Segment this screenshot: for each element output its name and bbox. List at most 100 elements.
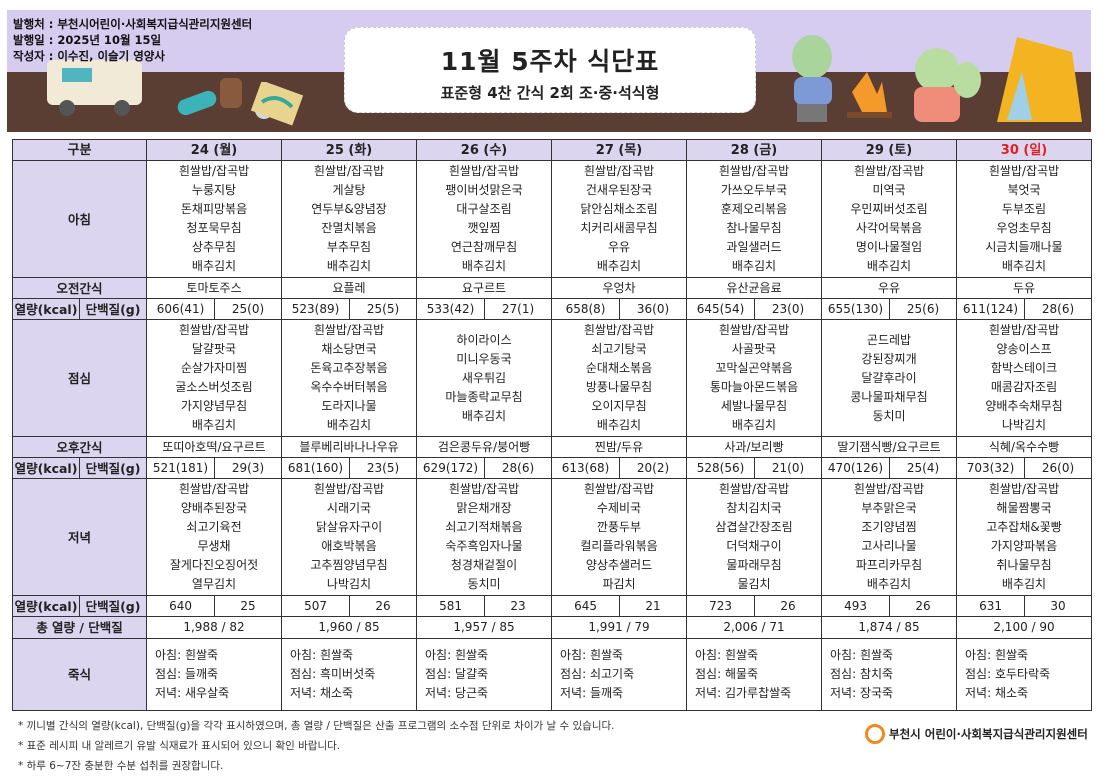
kcal-value: 533(42) (416, 298, 486, 320)
lunch-menu: 흰쌀밥/잡곡밥 사골팟국 꼬막실곤약볶음 통마늘아몬드볶음 세발나물무침 배추김치 (686, 319, 823, 437)
kcal-value: 658(8) (551, 298, 621, 320)
pm-snack-item: 사과/보리빵 (686, 436, 823, 458)
kcal-label: 열량(kcal) (12, 595, 80, 617)
page-title: 11월 5주차 식단표 (440, 47, 660, 76)
menu-item: 쇠고기적채볶음 (445, 520, 523, 534)
menu-item: 점심: 해물죽 (695, 667, 759, 681)
menu-item: 나박김치 (1001, 418, 1047, 432)
menu-item: 돈육고추장볶음 (310, 361, 388, 375)
kcal-label: 열량(kcal) (12, 298, 80, 320)
kcal-value: 528(56) (686, 457, 756, 479)
menu-item: 통마늘아몬드볶음 (709, 380, 799, 394)
pm-snack-item: 찐밤/두유 (551, 436, 688, 458)
protein-value: 23(5) (349, 457, 418, 479)
menu-item: 우유 (607, 240, 631, 254)
protein-value: 26(0) (1024, 457, 1093, 479)
menu-item: 고추잡채&꽃빵 (986, 520, 1062, 534)
protein-value: 26 (349, 595, 418, 617)
breakfast-menu: 흰쌀밥/잡곡밥 건새우된장국 닭안심채소조림 치커리새콤무침 우유 배추김치 (551, 160, 688, 278)
menu-item: 배추김치 (1001, 577, 1047, 591)
menu-item: 양상추샐러드 (585, 558, 653, 572)
menu-item: 돈채피망볶음 (180, 202, 248, 216)
menu-item: 오이지무침 (591, 399, 647, 413)
pm-snack-item: 또띠아호떡/요구르트 (146, 436, 283, 458)
kcal-value: 645(54) (686, 298, 756, 320)
menu-item: 닭안심채소조림 (580, 202, 658, 216)
menu-item: 양배추된장국 (180, 501, 248, 515)
dinner-menu: 흰쌀밥/잡곡밥 수제비국 깐풍두부 컬리플라워볶음 양상추샐러드 파김치 (551, 478, 688, 596)
menu-item: 두부조림 (1001, 202, 1047, 216)
menu-item: 물김치 (737, 577, 771, 591)
menu-item: 파김치 (602, 577, 636, 591)
menu-item: 해물짬뽕국 (996, 501, 1052, 515)
footnote: * 끼니별 간식의 열량(kcal), 단백질(g)을 각각 표시하였으며, 총… (18, 720, 615, 732)
menu-table: 구분 24 (월) 25 (화) 26 (수) 27 (목) 28 (금) 29 (토) 30… (11, 139, 1093, 711)
menu-item: 팽이버섯맑은국 (445, 183, 523, 197)
menu-item: 배추김치 (461, 259, 507, 273)
kcal-value: 611(124) (956, 298, 1026, 320)
porridge-menu: 아침: 흰쌀죽 점심: 달걀죽 저녁: 당근죽 (416, 638, 553, 711)
menu-item: 흰쌀밥/잡곡밥 (583, 482, 655, 496)
kcal-value: 523(89) (281, 298, 351, 320)
author: 작성자 : 이수진, 이슬기 영양사 (13, 49, 165, 63)
am-snack-item: 요구르트 (416, 277, 553, 299)
menu-item: 고사리나물 (861, 539, 917, 553)
protein-value: 21(0) (754, 457, 823, 479)
lunch-label: 점심 (11, 319, 148, 437)
menu-item: 사골팟국 (731, 342, 777, 356)
menu-item: 미니우동국 (456, 351, 512, 366)
menu-item: 시금치들깨나물 (985, 240, 1063, 254)
lunch-menu: 곤드레밥 강된장찌개 달걀후라이 콩나물파채무침 동치미 (821, 319, 958, 437)
menu-item: 흰쌀밥/잡곡밥 (583, 164, 655, 178)
am-snack-item: 유산균음료 (686, 277, 823, 299)
kcal-value: 723 (686, 595, 756, 617)
dinner-menu: 흰쌀밥/잡곡밥 맑은채개장 쇠고기적채볶음 숙주흑임자나물 청경채겉절이 동치미 (416, 478, 553, 596)
breakfast-menu: 흰쌀밥/잡곡밥 미역국 우민찌버섯조림 사각어묵볶음 명이나물절임 배추김치 (821, 160, 958, 278)
menu-item: 취나물무침 (996, 558, 1052, 572)
menu-item: 옥수수버터볶음 (310, 380, 388, 394)
porridge-label: 죽식 (11, 638, 148, 711)
menu-item: 아침: 흰쌀죽 (695, 648, 759, 662)
menu-item: 도라지나물 (321, 399, 377, 413)
menu-item: 흰쌀밥/잡곡밥 (313, 323, 385, 337)
map-icon (250, 82, 304, 126)
menu-item: 상추무침 (191, 240, 237, 254)
menu-item: 저녁: 김가루찹쌀죽 (695, 686, 792, 700)
menu-item: 매콤감자조림 (990, 380, 1058, 394)
menu-item: 흰쌀밥/잡곡밥 (178, 164, 250, 178)
menu-item: 물파래무침 (726, 558, 782, 572)
kcal-value: 645 (551, 595, 621, 617)
menu-item: 잔멸치볶음 (321, 221, 377, 235)
menu-item: 조기양념찜 (861, 520, 917, 534)
dinner-menu: 흰쌀밥/잡곡밥 해물짬뽕국 고추잡채&꽃빵 가지양파볶음 취나물무침 배추김치 (956, 478, 1093, 596)
am-snack-item: 우유 (821, 277, 958, 299)
menu-item: 우엉초무침 (996, 221, 1052, 235)
menu-item: 저녁: 당근죽 (425, 686, 489, 700)
menu-item: 흰쌀밥/잡곡밥 (853, 482, 925, 496)
protein-value: 26 (889, 595, 958, 617)
protein-value: 21 (619, 595, 688, 617)
menu-item: 점심: 호두타락죽 (965, 667, 1051, 681)
protein-value: 25 (214, 595, 283, 617)
menu-item: 수제비국 (596, 501, 642, 515)
menu-item: 맑은채개장 (456, 501, 512, 515)
menu-item: 배추김치 (461, 408, 507, 423)
dinner-menu: 흰쌀밥/잡곡밥 참치김치국 삼겹살간장조림 더덕채구이 물파래무침 물김치 (686, 478, 823, 596)
breakfast-label: 아침 (11, 160, 148, 278)
menu-item: 시래기국 (326, 501, 372, 515)
menu-item: 게살탕 (332, 183, 366, 197)
menu-item: 부추맑은국 (861, 501, 917, 515)
menu-item: 점심: 들깨죽 (155, 667, 219, 681)
breakfast-menu: 흰쌀밥/잡곡밥 가쓰오두부국 훈제오리볶음 참나물무침 과일샐러드 배추김치 (686, 160, 823, 278)
total-value: 1,988 / 82 (146, 616, 283, 639)
day-header: 25 (화) (281, 139, 418, 161)
lunch-menu: 흰쌀밥/잡곡밥 채소당면국 돈육고추장볶음 옥수수버터볶음 도라지나물 배추김치 (281, 319, 418, 437)
porridge-menu: 아침: 흰쌀죽 점심: 쇠고기죽 저녁: 들깨죽 (551, 638, 688, 711)
am-snack-item: 토마토주스 (146, 277, 283, 299)
lunch-menu: 흰쌀밥/잡곡밥 양송이스프 함박스테이크 매콤감자조림 양배추숙채무침 나박김치 (956, 319, 1093, 437)
menu-item: 동치미 (467, 577, 501, 591)
menu-item: 청포묵무침 (186, 221, 242, 235)
menu-item: 흰쌀밥/잡곡밥 (178, 482, 250, 496)
menu-item: 깻잎찜 (467, 221, 501, 235)
menu-item: 우민찌버섯조림 (850, 202, 928, 216)
